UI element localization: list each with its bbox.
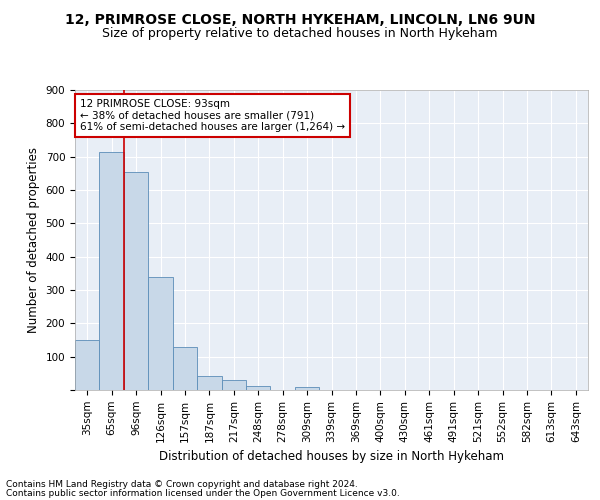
Bar [197, 376, 221, 390]
Bar [148, 276, 173, 390]
Text: Size of property relative to detached houses in North Hykeham: Size of property relative to detached ho… [102, 28, 498, 40]
X-axis label: Distribution of detached houses by size in North Hykeham: Distribution of detached houses by size … [159, 450, 504, 463]
Bar [295, 388, 319, 390]
Text: 12, PRIMROSE CLOSE, NORTH HYKEHAM, LINCOLN, LN6 9UN: 12, PRIMROSE CLOSE, NORTH HYKEHAM, LINCO… [65, 12, 535, 26]
Bar [75, 340, 100, 390]
Y-axis label: Number of detached properties: Number of detached properties [27, 147, 40, 333]
Bar [124, 172, 148, 390]
Bar [246, 386, 271, 390]
Bar [173, 346, 197, 390]
Bar [100, 152, 124, 390]
Text: Contains public sector information licensed under the Open Government Licence v3: Contains public sector information licen… [6, 488, 400, 498]
Bar [221, 380, 246, 390]
Text: 12 PRIMROSE CLOSE: 93sqm
← 38% of detached houses are smaller (791)
61% of semi-: 12 PRIMROSE CLOSE: 93sqm ← 38% of detach… [80, 99, 345, 132]
Text: Contains HM Land Registry data © Crown copyright and database right 2024.: Contains HM Land Registry data © Crown c… [6, 480, 358, 489]
